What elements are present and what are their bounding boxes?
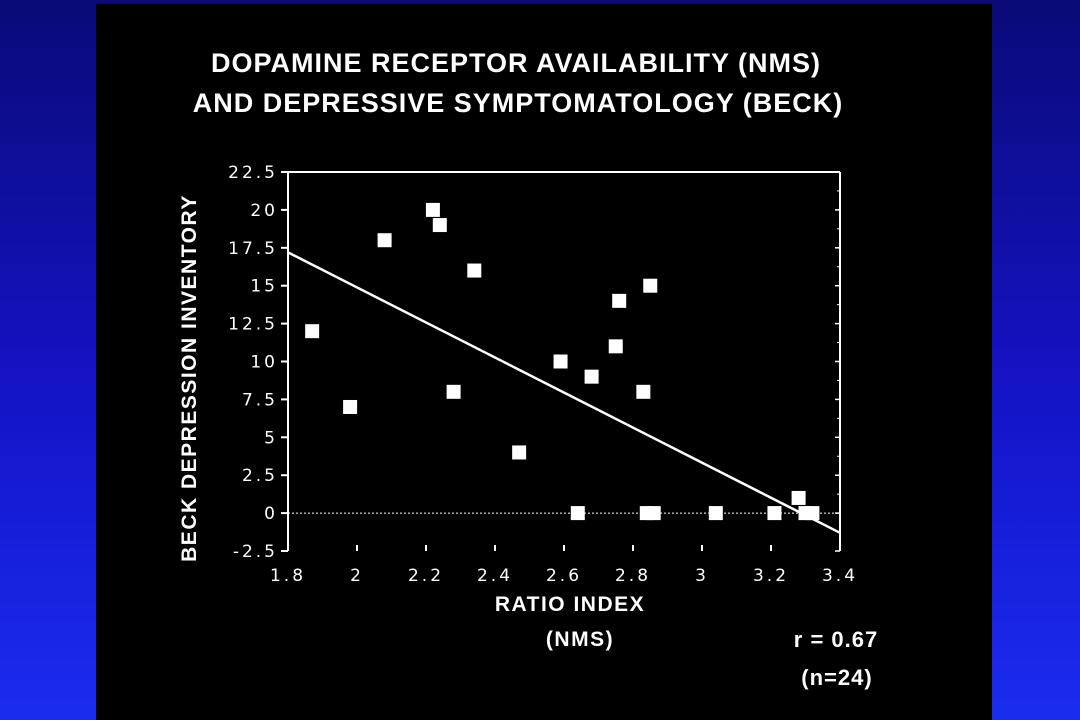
data-point <box>767 506 782 521</box>
data-point <box>425 202 440 217</box>
data-point <box>612 293 627 308</box>
y-tick-label: 12.5 <box>228 315 278 335</box>
y-tick-label: 0 <box>264 504 278 524</box>
data-point <box>646 506 661 521</box>
data-point <box>643 278 658 293</box>
y-tick-label: 15 <box>250 277 278 297</box>
correlation-label: r = 0.67 <box>794 627 878 652</box>
y-tick-label: 2.5 <box>242 466 278 486</box>
data-point <box>570 506 585 521</box>
data-point <box>377 233 392 248</box>
y-tick-label: 5 <box>264 428 278 448</box>
data-point <box>512 445 527 460</box>
chart-title-line-2: AND DEPRESSIVE SYMPTOMATOLOGY (BECK) <box>193 88 844 118</box>
data-point <box>636 384 651 399</box>
x-axis-label-line-2: (NMS) <box>546 628 614 651</box>
y-tick-label: 7.5 <box>242 390 278 410</box>
x-tick-label: 3.2 <box>753 566 789 586</box>
x-tick-label: 2.2 <box>408 566 444 586</box>
x-tick-label: 2.8 <box>615 566 651 586</box>
y-tick-label: 20 <box>250 201 278 221</box>
data-point <box>608 339 623 354</box>
chart-title-line-1: DOPAMINE RECEPTOR AVAILABILITY (NMS) <box>211 48 821 78</box>
y-tick-label: 10 <box>250 353 278 373</box>
x-tick-label: 3.4 <box>822 566 858 586</box>
y-tick-label: -2.5 <box>233 542 278 562</box>
regression-line <box>287 251 841 534</box>
x-tick-label: 2.6 <box>546 566 582 586</box>
sample-size-label: (n=24) <box>801 665 872 690</box>
y-axis-label: BECK DEPRESSION INVENTORY <box>178 194 201 562</box>
data-point <box>432 218 447 233</box>
data-point <box>343 399 358 414</box>
data-point <box>467 263 482 278</box>
x-tick-label: 1.8 <box>270 566 306 586</box>
data-point <box>446 384 461 399</box>
chart-slide: DOPAMINE RECEPTOR AVAILABILITY (NMS) AND… <box>96 4 992 720</box>
data-point <box>805 506 820 521</box>
x-tick-label: 3 <box>695 566 709 586</box>
data-point <box>305 324 320 339</box>
x-tick-label: 2 <box>350 566 364 586</box>
data-point <box>584 369 599 384</box>
x-axis-label-line-1: RATIO INDEX <box>495 593 645 616</box>
y-tick-label: 17.5 <box>228 239 278 259</box>
data-point <box>553 354 568 369</box>
scatter-chart: DOPAMINE RECEPTOR AVAILABILITY (NMS) AND… <box>178 48 878 690</box>
y-tick-label: 22.5 <box>228 163 278 183</box>
x-tick-label: 2.4 <box>477 566 513 586</box>
data-point <box>791 490 806 505</box>
data-point <box>708 506 723 521</box>
plot-area: 22.5 20 17.5 15 12.5 10 7.5 5 2.5 0 -2.5 1.8 2 2.2 2.4… <box>228 163 858 586</box>
